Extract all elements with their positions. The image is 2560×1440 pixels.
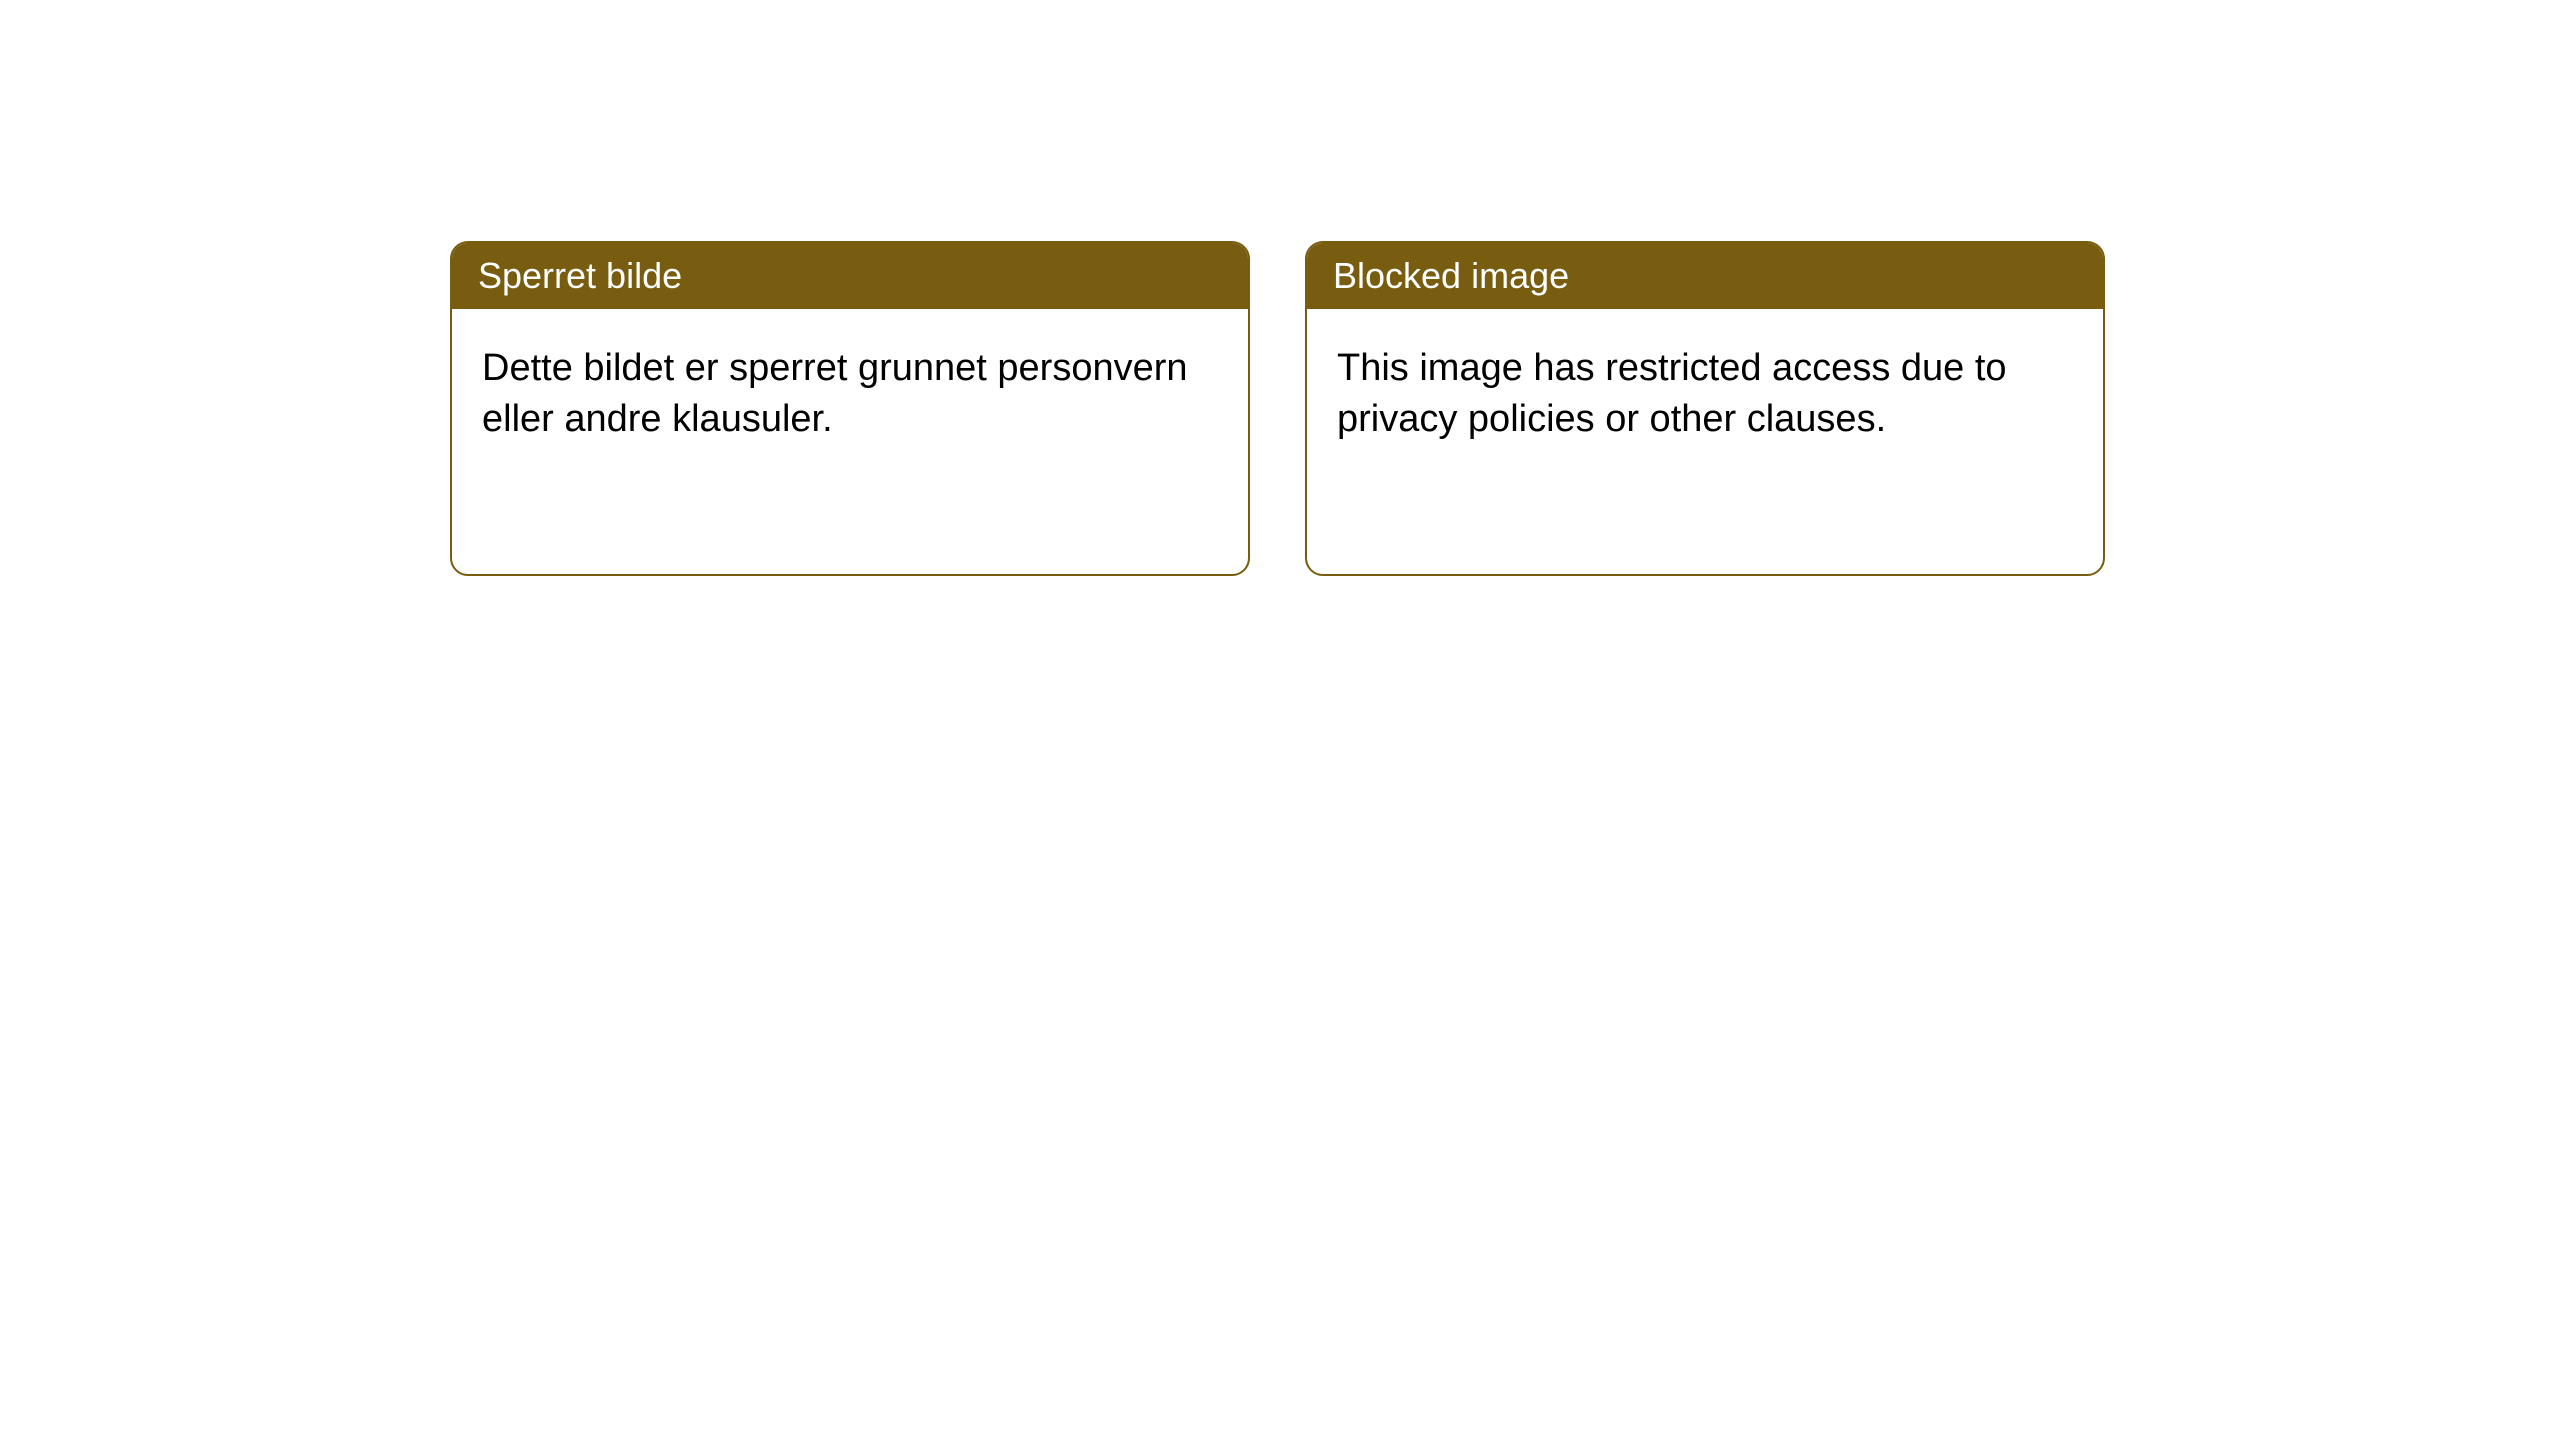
notice-card-norwegian: Sperret bilde Dette bildet er sperret gr… bbox=[450, 241, 1250, 576]
card-message: Dette bildet er sperret grunnet personve… bbox=[482, 347, 1188, 440]
card-title: Sperret bilde bbox=[478, 255, 682, 296]
card-message: This image has restricted access due to … bbox=[1337, 347, 2007, 440]
card-body: Dette bildet er sperret grunnet personve… bbox=[452, 309, 1248, 480]
card-header: Sperret bilde bbox=[452, 243, 1248, 309]
card-header: Blocked image bbox=[1307, 243, 2103, 309]
notice-card-english: Blocked image This image has restricted … bbox=[1305, 241, 2105, 576]
card-title: Blocked image bbox=[1333, 255, 1569, 296]
notice-container: Sperret bilde Dette bildet er sperret gr… bbox=[450, 241, 2105, 576]
card-body: This image has restricted access due to … bbox=[1307, 309, 2103, 480]
